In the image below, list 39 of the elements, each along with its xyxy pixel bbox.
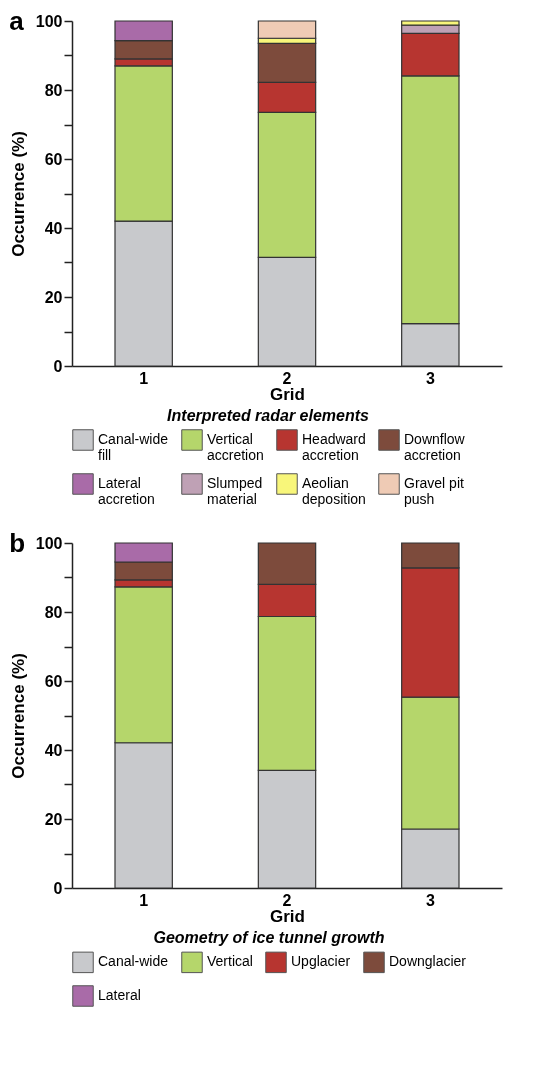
y-tick-label: 100 — [35, 534, 63, 552]
y-tick-label: 0 — [53, 879, 63, 897]
legend-title: Geometry of ice tunnel growth — [153, 929, 385, 946]
legend-label: Downglacier — [389, 953, 467, 970]
y-axis-title: Occurrence (%) — [8, 653, 28, 779]
y-tick-label: 80 — [44, 603, 63, 621]
y-tick-label: 80 — [44, 81, 63, 99]
legend-label: Canal-wide fill — [98, 431, 169, 463]
legend-label: Canal-wide — [98, 953, 169, 970]
y-tick-label: 60 — [44, 150, 63, 168]
x-tick-label: 1 — [139, 891, 149, 909]
x-axis-title: Grid — [270, 906, 305, 926]
chart-title: a — [9, 6, 25, 36]
chart-title: b — [9, 528, 26, 558]
y-tick-label: 40 — [44, 219, 63, 237]
legend-label: Headward accretion — [302, 431, 366, 463]
x-tick-label: 3 — [425, 369, 435, 387]
legend-label: Vertical — [207, 953, 253, 970]
x-tick-label: 3 — [425, 891, 435, 909]
legend-label: Upglacier — [291, 953, 351, 970]
x-tick-label: 2 — [282, 369, 292, 387]
legend-label: Downflow accretion — [404, 431, 466, 463]
y-tick-label: 60 — [44, 672, 63, 690]
legend-label: Lateral — [98, 987, 141, 1003]
y-axis-title: Occurrence (%) — [8, 131, 28, 257]
legend-label: Aeolian deposition — [302, 475, 366, 507]
x-tick-label: 1 — [139, 369, 149, 387]
legend-label: Slumped material — [207, 475, 263, 507]
x-tick-label: 2 — [282, 891, 292, 909]
legend-label: Vertical accretion — [207, 431, 264, 463]
y-tick-label: 20 — [44, 810, 63, 828]
legend-title: Interpreted radar elements — [167, 407, 370, 424]
legend-label: Lateral accretion — [98, 475, 155, 507]
y-tick-label: 40 — [44, 741, 63, 759]
y-tick-label: 0 — [53, 357, 63, 375]
y-tick-label: 20 — [44, 288, 63, 306]
x-axis-title: Grid — [270, 384, 305, 404]
y-tick-label: 100 — [35, 12, 63, 30]
legend-label: Gravel pit push — [404, 475, 465, 507]
